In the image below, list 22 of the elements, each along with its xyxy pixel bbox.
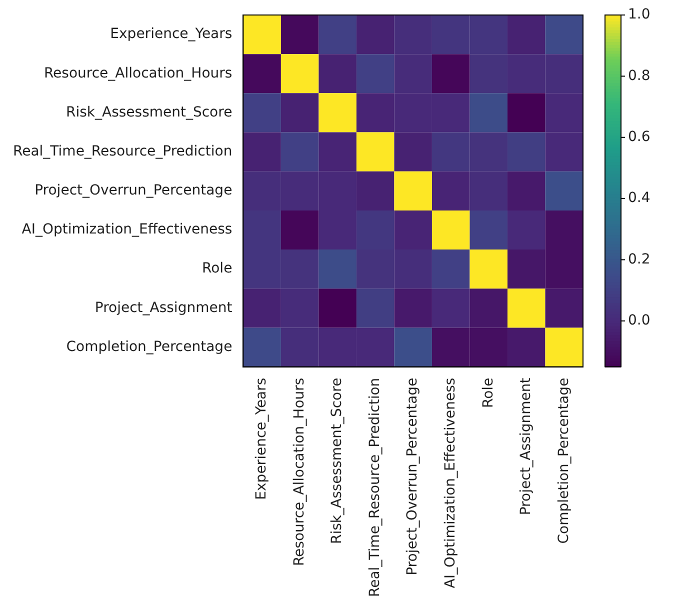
color-bar-label: 1.0 [628, 6, 650, 23]
y-tick-label: Completion_Percentage [66, 338, 232, 355]
x-tick-label: Project_Overrun_Percentage [404, 378, 421, 576]
y-tick-label: Resource_Allocation_Hours [44, 65, 232, 82]
y-tick-label: Project_Overrun_Percentage [34, 182, 232, 199]
x-tick-label: Real_Time_Resource_Prediction [366, 378, 383, 598]
color-bar-label: 0.6 [628, 129, 650, 146]
x-tick-label: AI_Optimization_Effectiveness [442, 378, 458, 588]
color-bar-label: 0.8 [628, 68, 650, 84]
y-tick-label: Real_Time_Resource_Prediction [12, 143, 232, 160]
color-bar-label: 0.4 [628, 190, 650, 206]
y-tick-label: Experience_Years [110, 26, 232, 42]
x-tick-label: Completion_Percentage [556, 378, 572, 544]
y-tick-label: Role [202, 260, 232, 277]
color-bar-label: 0.2 [628, 251, 650, 268]
y-tick-label: Project_Assignment [94, 300, 233, 316]
x-tick-label: Risk_Assessment_Score [329, 378, 346, 544]
y-tick-label: AI_Optimization_Effectiveness [22, 222, 232, 238]
color-bar-label: 0.0 [628, 312, 650, 329]
x-tick-label: Project_Assignment [518, 377, 534, 516]
x-tick-label: Role [480, 378, 496, 408]
y-tick-label: Risk_Assessment_Score [66, 104, 232, 120]
